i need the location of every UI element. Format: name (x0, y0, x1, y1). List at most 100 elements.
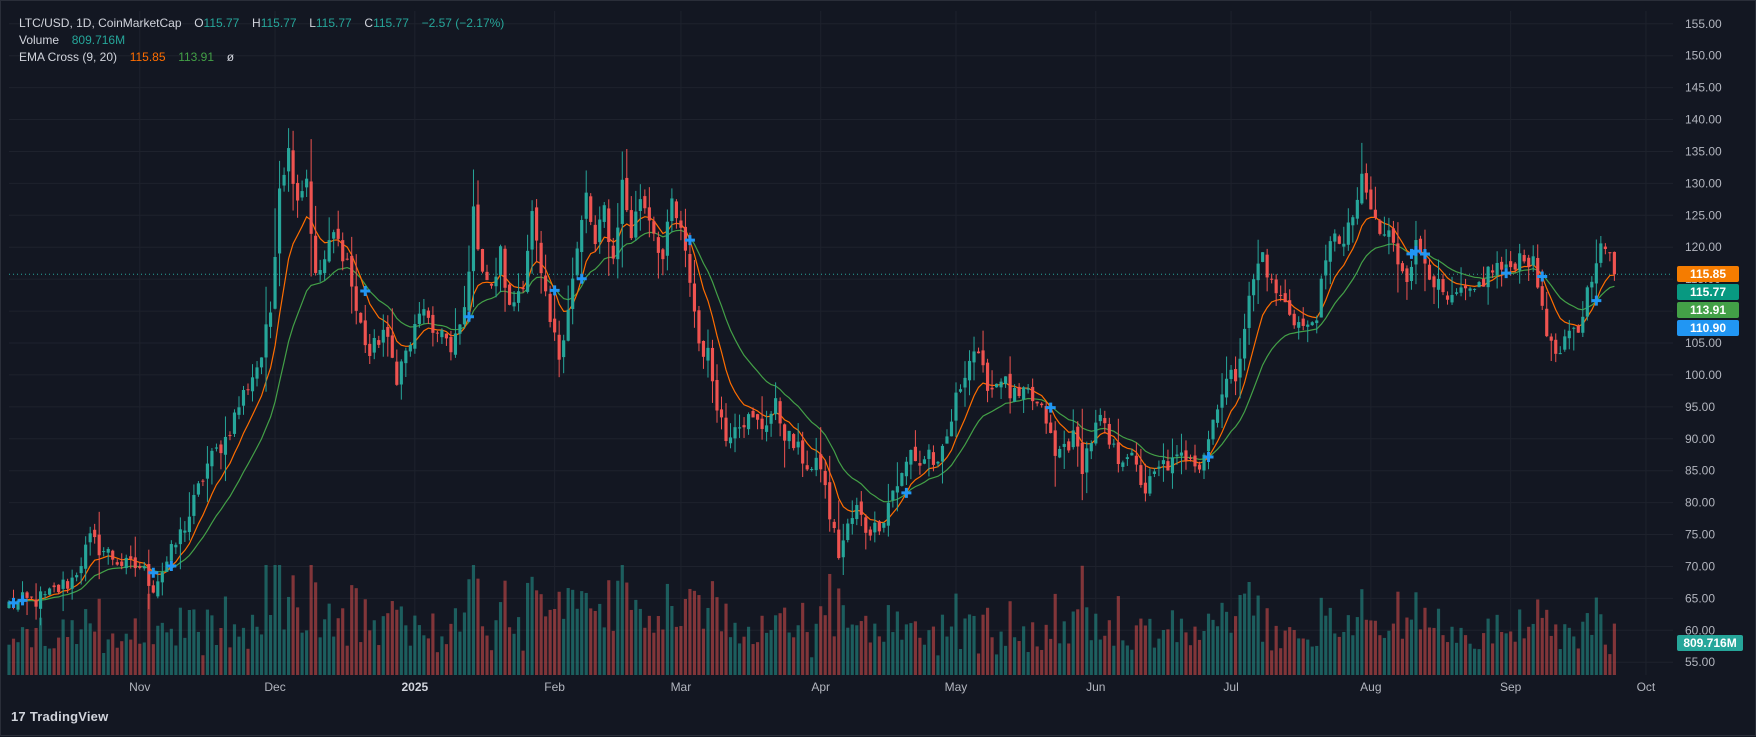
volume-bar (323, 619, 327, 675)
candle-body (1170, 457, 1175, 474)
time-tick-label: Mar (671, 680, 692, 694)
volume-bar (1590, 634, 1594, 675)
candle-body (345, 258, 349, 260)
volume-bar (841, 605, 845, 675)
legend-ema-row[interactable]: EMA Cross (9, 20) 115.85 113.91 ø (19, 49, 504, 66)
volume-bar (792, 637, 796, 675)
candle-body (57, 584, 61, 593)
ema-cross-marker (17, 595, 28, 606)
candle-body (1500, 261, 1504, 270)
candle-body (1396, 243, 1400, 265)
ema-cross-marker (901, 487, 912, 498)
volume-bar (169, 628, 173, 675)
volume-bar (196, 631, 200, 675)
candle-body (1531, 256, 1535, 266)
volume-bar (742, 636, 746, 675)
candle-body (571, 278, 575, 310)
volume-bar (819, 606, 823, 675)
candle-body (1134, 455, 1138, 465)
volume-bar (864, 615, 868, 675)
volume-label: Volume (19, 33, 60, 47)
volume-bar (886, 605, 890, 675)
legend-volume-row[interactable]: Volume 809.716M (19, 32, 504, 49)
candle-body (115, 562, 119, 565)
volume-bar (386, 613, 390, 675)
candle-body (1053, 430, 1057, 456)
candle-body (1473, 288, 1477, 290)
time-tick-label: Oct (1637, 680, 1656, 694)
candle-body (850, 518, 854, 524)
candle-body (422, 309, 426, 316)
volume-bar (84, 609, 88, 675)
volume-bar (1170, 610, 1175, 675)
volume-bar (1536, 599, 1540, 675)
candle-body (232, 412, 237, 434)
candle-body (1067, 441, 1071, 451)
price-axis[interactable]: 55.00 60.00 65.00 70.00 75.00 80.00 85.00 90.00… (1685, 17, 1722, 669)
volume-bar (692, 590, 697, 675)
candlesticks (7, 128, 1616, 626)
tradingview-logo[interactable]: 17 TradingView (11, 709, 108, 724)
candle-body (1373, 209, 1377, 218)
time-tick-label: Nov (129, 680, 150, 694)
candle-body (70, 577, 74, 589)
price-tick-label: 60.00 (1685, 623, 1715, 637)
candle-body (1139, 465, 1143, 485)
volume-bar (1215, 626, 1220, 675)
time-axis[interactable]: Nov Dec 2025 Feb Mar Apr May Jun Jul Aug Sep Oct (129, 680, 1656, 694)
volume-bar (1094, 613, 1098, 675)
volume-bar (440, 636, 444, 675)
candle-body (1549, 336, 1553, 341)
candle-body (792, 434, 796, 449)
candle-body (805, 465, 809, 470)
volume-bar (1297, 638, 1301, 675)
volume-bar (318, 637, 322, 675)
candle-body (354, 286, 358, 311)
volume-bar (1405, 617, 1409, 675)
time-tick-label: May (945, 680, 968, 694)
volume-bar (810, 657, 814, 675)
candle-body (1076, 426, 1080, 447)
volume-bar (1013, 637, 1017, 675)
candle-body (940, 445, 945, 462)
volume-bar (1572, 636, 1576, 675)
candle-body (1071, 430, 1075, 448)
candle-body (647, 207, 651, 221)
candle-body (598, 219, 602, 243)
volume-bar (1310, 646, 1314, 675)
volume-bar (187, 609, 191, 675)
volume-bar (1400, 638, 1405, 675)
candle-body (156, 581, 160, 597)
candle-body (1567, 330, 1571, 339)
volume-bar (634, 599, 638, 675)
candle-body (372, 337, 376, 353)
candle-body (458, 324, 462, 334)
volume-bar (769, 630, 773, 675)
price-tick-label: 135.00 (1685, 144, 1722, 158)
volume-bar (129, 639, 133, 675)
volume-bar (1049, 638, 1053, 675)
volume-bar (1495, 614, 1499, 675)
volume-bar (70, 620, 74, 675)
candle-body (868, 529, 872, 536)
volume-bar (228, 647, 232, 675)
volume-bar (124, 633, 128, 675)
candle-body (557, 334, 561, 360)
symbol-title[interactable]: LTC/USD, 1D, CoinMarketCap (19, 16, 182, 30)
volume-bar (1500, 631, 1504, 675)
volume-bar (796, 625, 800, 675)
volume-bar (11, 638, 16, 675)
volume-bar (1103, 635, 1107, 675)
volume-bar (1274, 625, 1278, 675)
candle-body (79, 566, 83, 574)
price-tick-label: 55.00 (1685, 655, 1715, 669)
volume-bar (1603, 644, 1607, 675)
candle-body (778, 401, 782, 424)
candle-body (1094, 422, 1098, 444)
candle-body (985, 362, 990, 391)
candle-body (755, 414, 760, 420)
volume-bar (507, 627, 512, 675)
candle-body (1522, 255, 1526, 262)
